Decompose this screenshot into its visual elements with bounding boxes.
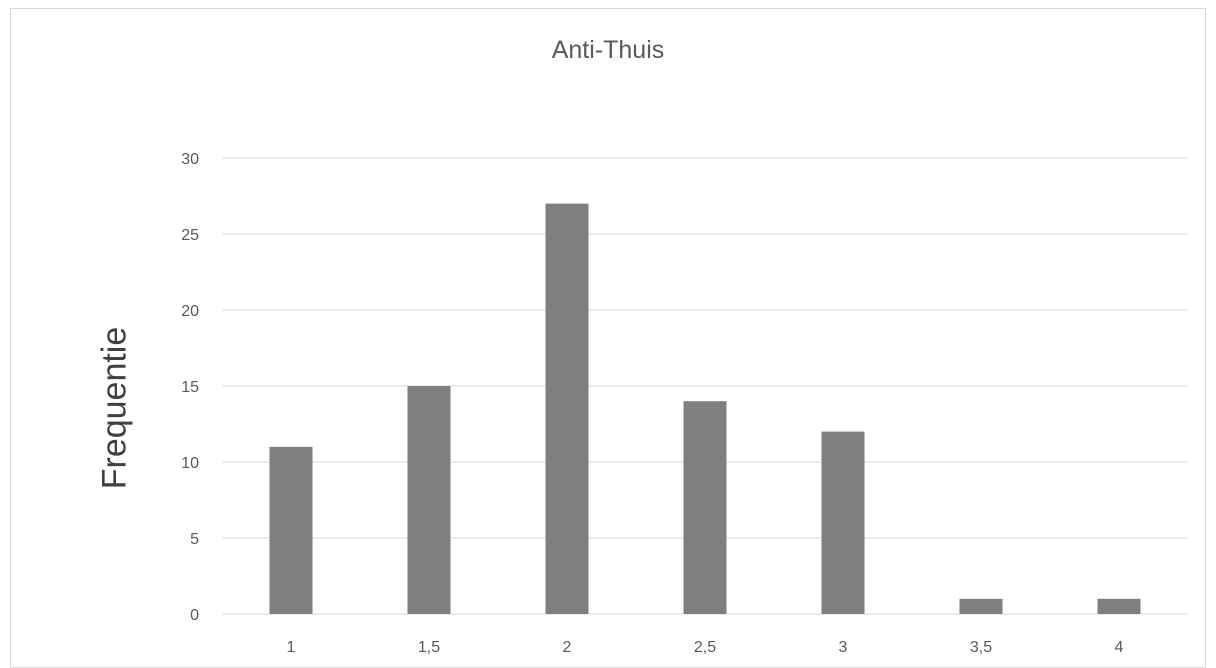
bar (821, 431, 865, 614)
y-tick-labels: 0 5 10 15 20 25 30 (181, 151, 199, 624)
bar (545, 203, 589, 614)
x-tick-label: 4 (1115, 639, 1124, 656)
y-tick-label: 20 (181, 303, 199, 320)
bar (683, 401, 727, 614)
y-tick-label: 0 (190, 607, 199, 624)
bar (269, 446, 313, 614)
y-tick-label: 5 (190, 531, 199, 548)
y-tick-label: 25 (181, 227, 199, 244)
chart-frame (10, 8, 1206, 668)
y-tick-label: 30 (181, 151, 199, 168)
x-tick-label: 1,5 (418, 639, 440, 656)
chart-title: Anti-Thuis (551, 36, 665, 64)
bars (269, 203, 1141, 614)
x-tick-labels: 1 1,5 2 2,5 3 3,5 4 (287, 639, 1124, 656)
x-tick-label: 3 (839, 639, 848, 656)
bar (1097, 598, 1141, 614)
x-tick-label: 3,5 (970, 639, 992, 656)
x-tick-label: 1 (287, 639, 296, 656)
bar (959, 598, 1003, 614)
bar (407, 386, 451, 614)
y-tick-label: 15 (181, 379, 199, 396)
x-tick-label: 2 (563, 639, 572, 656)
x-tick-label: 2,5 (694, 639, 716, 656)
y-tick-label: 10 (181, 455, 199, 472)
